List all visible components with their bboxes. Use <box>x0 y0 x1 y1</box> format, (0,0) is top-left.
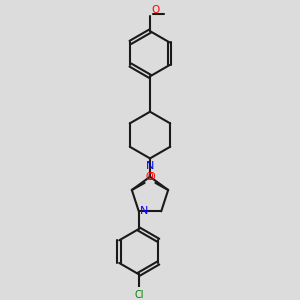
Text: Cl: Cl <box>134 290 143 300</box>
Text: O: O <box>151 5 159 15</box>
Text: O: O <box>147 172 155 182</box>
Text: N: N <box>140 206 148 216</box>
Text: O: O <box>145 172 153 182</box>
Text: N: N <box>146 161 154 171</box>
